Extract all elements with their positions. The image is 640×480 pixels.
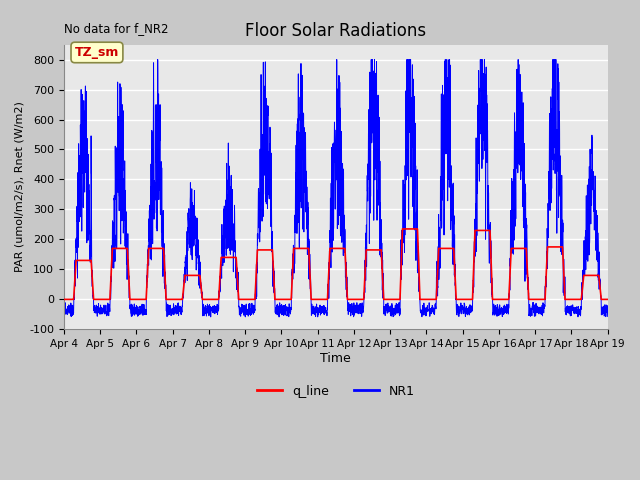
- Title: Floor Solar Radiations: Floor Solar Radiations: [245, 22, 426, 40]
- Text: No data for f_NR2: No data for f_NR2: [64, 22, 168, 35]
- Text: TZ_sm: TZ_sm: [75, 46, 119, 59]
- NR1: [458, 311, 465, 317]
- NR1: [158, 165, 166, 171]
- Legend: q_line, NR1: q_line, NR1: [252, 380, 420, 403]
- Line: NR1: NR1: [64, 60, 608, 317]
- Line: q_line: q_line: [64, 229, 608, 300]
- q_line: [428, 297, 435, 302]
- q_line: [604, 297, 611, 302]
- NR1: [154, 57, 161, 62]
- q_line: [458, 297, 465, 302]
- NR1: [60, 309, 68, 315]
- q_line: [60, 297, 68, 302]
- NR1: [604, 303, 611, 309]
- q_line: [399, 226, 406, 232]
- NR1: [604, 313, 612, 319]
- NR1: [316, 303, 323, 309]
- q_line: [489, 297, 497, 302]
- X-axis label: Time: Time: [321, 352, 351, 365]
- q_line: [157, 246, 165, 252]
- NR1: [275, 314, 283, 320]
- NR1: [428, 304, 435, 310]
- Y-axis label: PAR (umol/m2/s), Rnet (W/m2): PAR (umol/m2/s), Rnet (W/m2): [15, 102, 25, 273]
- q_line: [316, 297, 323, 302]
- NR1: [489, 308, 497, 314]
- q_line: [604, 297, 612, 302]
